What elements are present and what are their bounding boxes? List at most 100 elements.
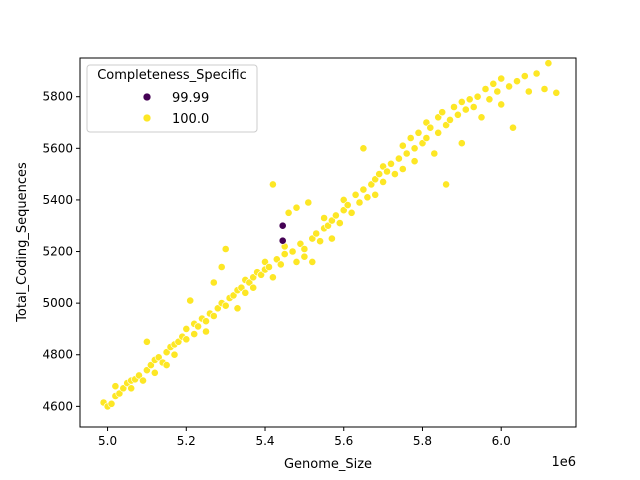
legend-marker [142, 92, 152, 102]
data-point [284, 208, 293, 217]
data-point [237, 283, 246, 292]
x-tick-label: 5.8 [413, 434, 432, 448]
data-point [190, 330, 199, 338]
data-point [390, 170, 399, 178]
data-point [379, 177, 387, 186]
data-point [402, 149, 411, 158]
data-point [202, 327, 210, 336]
legend-label: 100.0 [172, 112, 209, 127]
data-point [379, 162, 387, 171]
data-point [371, 175, 380, 184]
plot-frame [79, 57, 577, 428]
data-point [410, 157, 419, 166]
data-point [442, 180, 450, 189]
data-point [544, 59, 553, 68]
data-point [351, 190, 360, 199]
data-point [304, 198, 313, 207]
data-point [139, 376, 147, 385]
data-point [418, 139, 427, 148]
data-point [142, 337, 151, 346]
points-layer [99, 59, 561, 411]
data-point [278, 236, 287, 245]
data-point [292, 203, 301, 212]
data-point [367, 180, 376, 189]
data-point [422, 134, 431, 142]
data-point [233, 304, 242, 313]
data-point [162, 348, 171, 357]
data-point [505, 82, 513, 91]
data-point [186, 296, 195, 305]
data-point [461, 105, 470, 114]
data-point [363, 193, 372, 202]
data-point [371, 190, 380, 199]
data-point [493, 87, 502, 96]
data-point [398, 141, 407, 150]
data-point [320, 214, 328, 222]
data-point [469, 103, 478, 111]
data-point [457, 98, 466, 106]
data-point [221, 245, 230, 253]
data-point [162, 361, 171, 369]
data-point [229, 291, 238, 300]
data-point [292, 257, 301, 266]
data-point [276, 260, 285, 269]
data-point [485, 95, 494, 104]
data-point [300, 245, 309, 253]
data-point [347, 208, 356, 217]
data-point [410, 144, 419, 153]
data-point [331, 211, 340, 220]
data-point [489, 79, 498, 88]
y-axis: 4600 4800 5000 5200 5400 5600 5800 [42, 90, 80, 413]
data-point [343, 201, 352, 209]
x-tick-label: 6.0 [492, 434, 511, 448]
data-point [383, 167, 391, 176]
data-point [245, 278, 254, 287]
data-point [426, 123, 435, 132]
data-point [520, 72, 529, 80]
data-point [107, 399, 116, 408]
data-point [202, 317, 210, 326]
data-point [434, 113, 443, 122]
data-point [524, 87, 533, 96]
data-point [308, 257, 317, 266]
data-point [481, 85, 490, 93]
data-point [268, 180, 277, 189]
data-point [300, 252, 309, 261]
data-point [135, 371, 143, 380]
legend-marker [142, 113, 152, 123]
data-point [127, 384, 136, 393]
data-point [249, 283, 258, 292]
data-point [174, 337, 183, 346]
data-point [434, 128, 443, 137]
data-point [465, 95, 474, 104]
data-point [359, 144, 368, 153]
y-tick-label: 5000 [42, 296, 73, 310]
legend-title: Completeness_Specific [97, 68, 247, 83]
data-point [209, 278, 218, 287]
legend: Completeness_Specific 99.99 100.0 [86, 64, 258, 133]
data-point [142, 366, 151, 375]
data-point [288, 247, 297, 256]
data-point [241, 288, 250, 297]
data-point [280, 250, 289, 258]
data-point [387, 159, 395, 168]
legend-label: 99.99 [172, 91, 209, 106]
data-point [209, 312, 218, 320]
data-point [339, 206, 348, 215]
data-point [473, 92, 482, 101]
data-point [182, 324, 191, 333]
data-point [268, 273, 277, 282]
x-tick-label: 5.6 [334, 434, 353, 448]
data-point [497, 100, 506, 109]
data-point [272, 255, 281, 264]
x-tick-label: 5.0 [98, 434, 117, 448]
data-point [146, 361, 155, 369]
data-point [335, 219, 344, 227]
data-point [324, 221, 332, 230]
legend-box [86, 64, 258, 133]
data-point [261, 257, 269, 266]
y-tick-label: 5400 [42, 193, 73, 207]
data-point [119, 384, 128, 393]
data-point [422, 118, 431, 127]
